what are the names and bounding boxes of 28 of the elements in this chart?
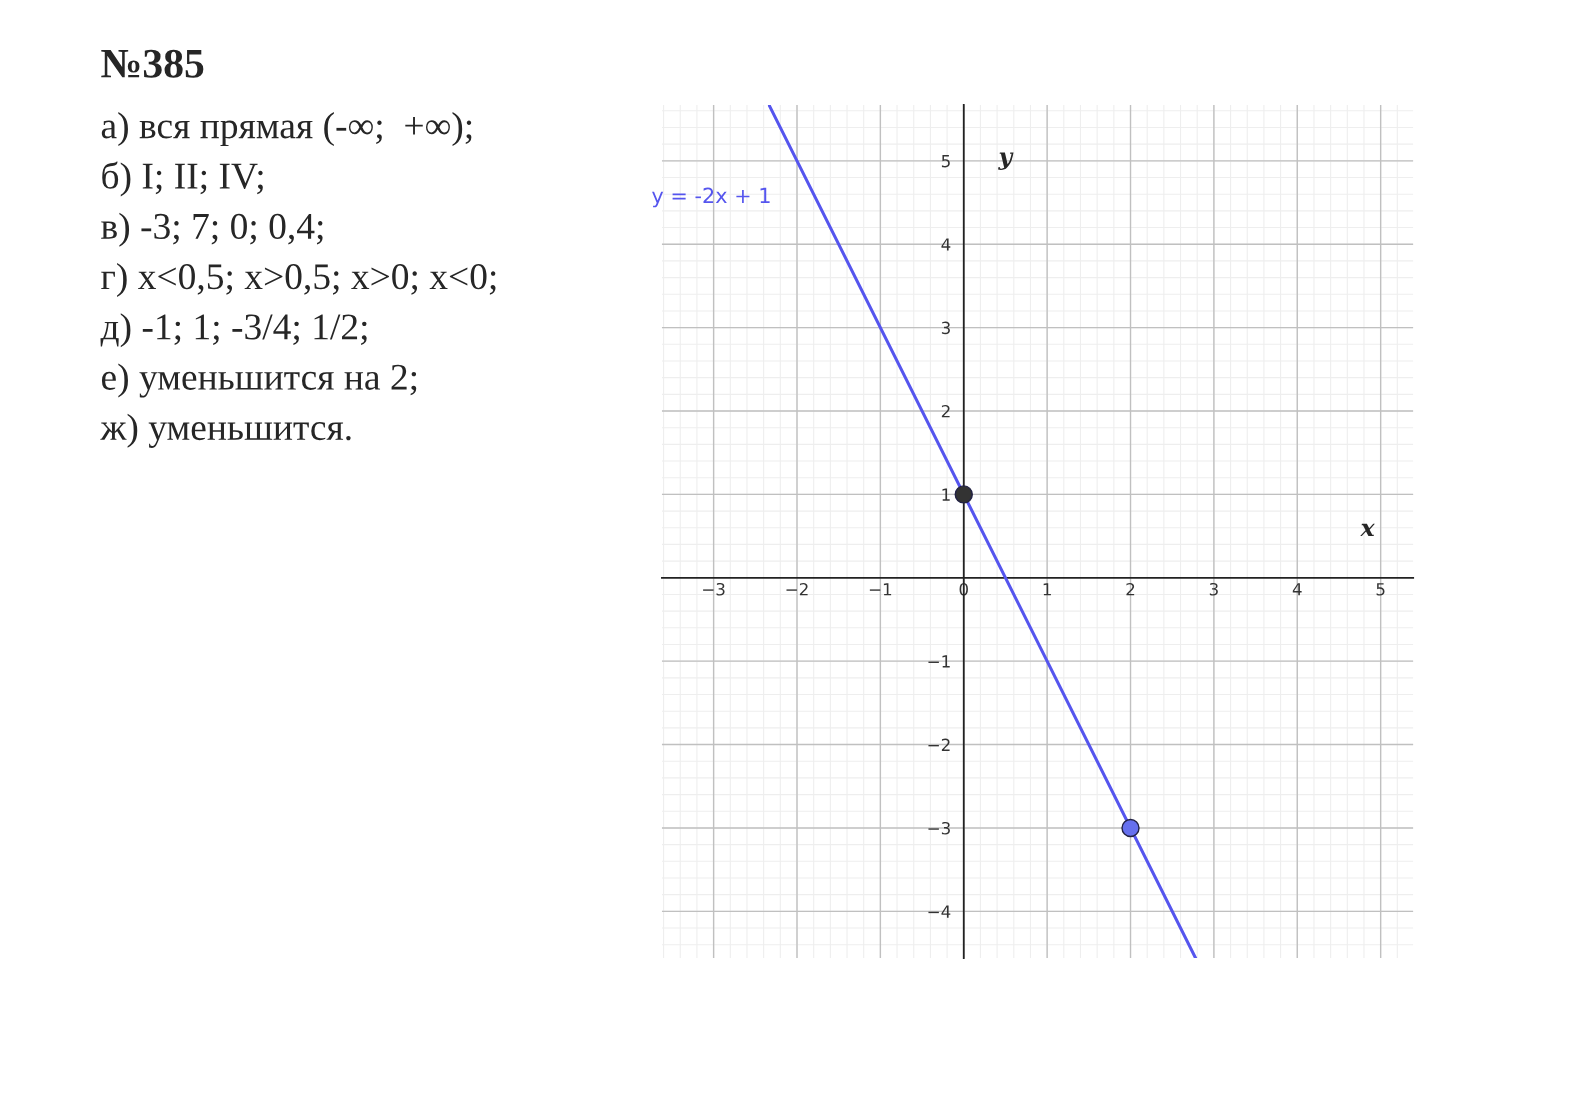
x-tick-label: −3 — [703, 582, 725, 596]
x-tick-label: 5 — [1376, 583, 1385, 596]
y-tick-label: −2 — [928, 738, 950, 751]
text: ж) уменьшится. — [100, 413, 351, 448]
x-tick-label: 4 — [1292, 583, 1302, 596]
y-axis-title: y — [998, 152, 1014, 170]
text: в) -3; 7; 0; 0,4; — [101, 212, 323, 247]
series-label: y = -2x + 1 — [652, 187, 770, 208]
y-tick-label: 4 — [941, 238, 951, 251]
x-tick-label: −2 — [786, 582, 808, 596]
x-tick-label: −1 — [869, 583, 892, 596]
x-tick-label: 2 — [1126, 582, 1135, 596]
y-tick-label: −3 — [928, 821, 950, 835]
x-tick-label: 3 — [1209, 582, 1218, 596]
x-axis-title: x — [1360, 523, 1375, 537]
y-tick-label: −4 — [928, 905, 951, 918]
text: а) вся прямая (-∞; +∞); — [101, 112, 472, 147]
y-tick-label: 1 — [942, 488, 950, 501]
y-tick-label: 2 — [941, 404, 950, 418]
x-tick-label: 1 — [1043, 583, 1051, 596]
y-tick-label: 3 — [941, 321, 950, 335]
text: №385 — [101, 49, 204, 78]
y-tick-label: −1 — [928, 655, 950, 668]
text: г) x<0,5; x>0,5; x>0; x<0; — [101, 262, 496, 297]
text: е) уменьшится на 2; — [101, 363, 417, 398]
y-tick-label: 5 — [941, 155, 950, 168]
text: д) -1; 1; -3/4; 1/2; — [100, 313, 367, 348]
text: б) I; II; IV; — [102, 161, 263, 197]
